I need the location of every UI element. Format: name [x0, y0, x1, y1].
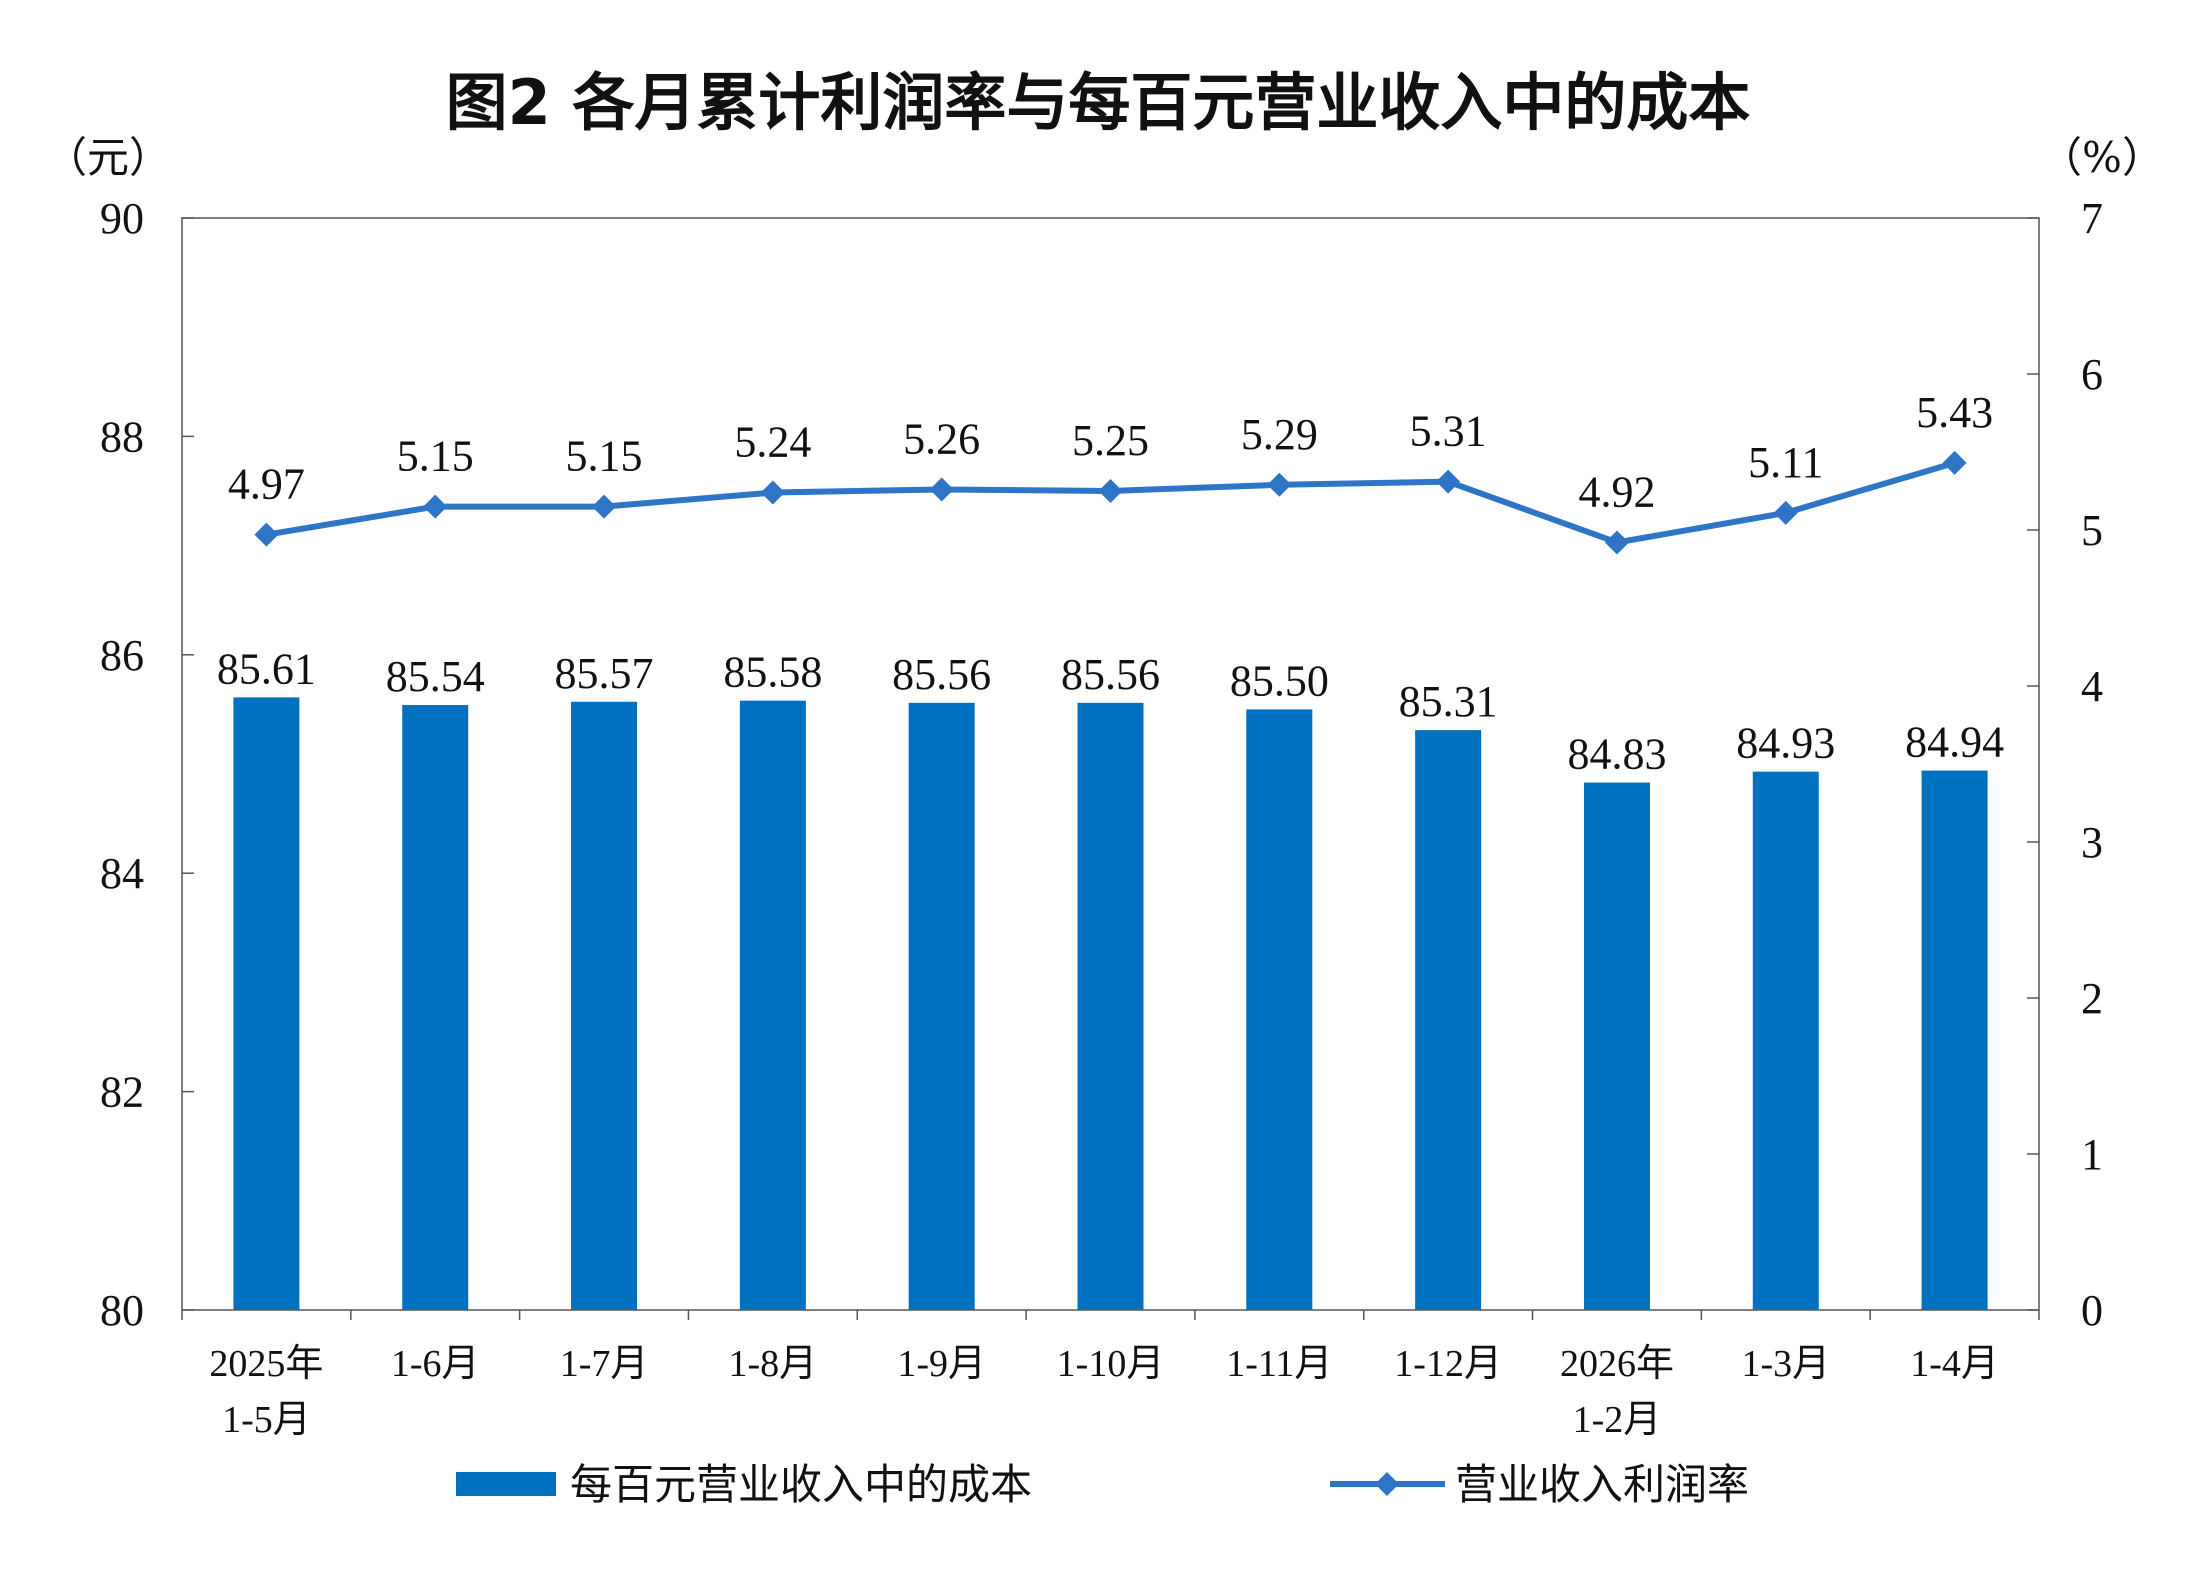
line-data-label: 5.15 — [397, 432, 474, 481]
right-axis-tick-label: 1 — [2081, 1130, 2103, 1179]
bar — [1246, 709, 1313, 1310]
legend: 每百元营业收入中的成本 营业收入利润率 — [456, 1460, 1749, 1509]
bar-data-label: 85.50 — [1230, 656, 1329, 705]
right-axis-tick-label: 6 — [2081, 350, 2103, 399]
bar — [1583, 782, 1650, 1310]
bar — [233, 697, 300, 1310]
x-axis-category-label: 1-2月 — [1573, 1399, 1662, 1441]
line-data-label: 5.43 — [1916, 388, 1993, 437]
left-axis-tick-label: 80 — [100, 1286, 144, 1335]
bar — [908, 702, 975, 1310]
right-axis-tick-label: 5 — [2081, 506, 2103, 555]
left-axis-tick-label: 84 — [100, 849, 144, 898]
bar-data-label: 84.93 — [1736, 719, 1835, 768]
line-data-label: 5.24 — [734, 418, 811, 467]
bar — [571, 701, 638, 1310]
line-point — [1267, 472, 1292, 497]
bar-data-label: 85.54 — [386, 652, 485, 701]
bar-data-label: 85.56 — [1061, 650, 1160, 699]
x-axis-category-label: 1-10月 — [1057, 1343, 1165, 1385]
right-axis-tick-label: 3 — [2081, 818, 2103, 867]
left-axis-tick-label: 88 — [100, 412, 144, 461]
legend-bar-label: 每百元营业收入中的成本 — [570, 1460, 1032, 1509]
x-axis-category-label: 1-11月 — [1226, 1343, 1332, 1385]
legend-line-label: 营业收入利润率 — [1455, 1460, 1749, 1509]
x-axis-category-label: 1-3月 — [1741, 1343, 1830, 1385]
line-point — [1098, 479, 1123, 503]
left-axis-unit: （元） — [45, 133, 171, 182]
left-axis-tick-label: 86 — [100, 631, 144, 680]
x-axis: 2025年 1-5月 1-6月 1-7月 1-8月 1-9月 1-10月 1-11月 1-12月… — [181, 1310, 2040, 1441]
left-axis-tick-label: 82 — [100, 1068, 144, 1117]
bar-data-label: 84.83 — [1567, 730, 1666, 779]
legend-bar-swatch — [456, 1472, 556, 1496]
bar — [1752, 771, 1819, 1310]
x-axis-category-label: 2026年 — [1560, 1343, 1674, 1385]
line-data-label: 5.25 — [1072, 416, 1149, 465]
x-axis-category-label: 1-9月 — [897, 1343, 986, 1385]
bar — [739, 700, 806, 1310]
line-data-label: 4.97 — [228, 460, 305, 509]
bar — [1415, 730, 1482, 1310]
right-axis-tick-label: 2 — [2081, 974, 2103, 1023]
bar-series — [233, 697, 1988, 1310]
right-axis-tick-label: 0 — [2081, 1286, 2103, 1335]
left-axis-tick-label: 90 — [100, 194, 144, 243]
line-labels: 4.97 5.15 5.15 5.24 5.26 5.25 5.29 5.31 4.92 5.11… — [228, 388, 1993, 517]
bar-data-label: 84.94 — [1905, 718, 2004, 767]
bar-data-label: 85.61 — [217, 644, 316, 693]
line-data-label: 5.26 — [903, 414, 980, 463]
right-axis-tick-label: 4 — [2081, 662, 2103, 711]
bar — [1077, 702, 1144, 1310]
x-axis-category-label: 1-4月 — [1910, 1343, 1999, 1385]
line-data-label: 5.29 — [1241, 410, 1318, 459]
bar-data-label: 85.57 — [555, 649, 654, 698]
right-axis-unit: （%） — [2040, 133, 2164, 182]
x-axis-category-label: 1-5月 — [222, 1399, 311, 1441]
chart-title: 图2 各月累计利润率与每百元营业收入中的成本 — [446, 66, 1751, 139]
line-data-label: 4.92 — [1578, 467, 1655, 516]
line-point — [1604, 530, 1629, 555]
line-series — [254, 450, 1967, 555]
x-axis-category-label: 1-12月 — [1394, 1343, 1502, 1385]
line-point — [760, 480, 785, 505]
line-point — [423, 494, 448, 519]
line-data-label: 5.31 — [1410, 407, 1487, 456]
bar-data-label: 85.31 — [1399, 677, 1498, 726]
x-axis-category-label: 1-6月 — [391, 1343, 480, 1385]
bar-labels: 85.61 85.54 85.57 85.58 85.56 85.56 85.50 85.31… — [217, 644, 2004, 778]
right-axis: 0 1 2 3 4 5 6 7 — [2027, 194, 2103, 1335]
line-point — [1773, 500, 1798, 525]
line-data-label: 5.11 — [1748, 438, 1823, 487]
x-axis-category-label: 1-8月 — [729, 1343, 818, 1385]
bar — [402, 705, 469, 1310]
line-point — [1436, 469, 1461, 494]
line-data-label: 5.15 — [566, 432, 643, 481]
x-axis-category-label: 2025年 — [209, 1343, 323, 1385]
line-point — [254, 522, 279, 547]
line-point — [929, 477, 954, 502]
bar-data-label: 85.58 — [723, 648, 822, 697]
left-axis: 80 82 84 86 88 90 — [100, 194, 194, 1335]
x-axis-category-label: 1-7月 — [560, 1343, 649, 1385]
legend-line-marker — [1375, 1472, 1399, 1496]
line-point — [592, 494, 617, 519]
right-axis-tick-label: 7 — [2081, 194, 2103, 243]
line-point — [1942, 450, 1967, 475]
bar-data-label: 85.56 — [892, 650, 991, 699]
bar — [1921, 770, 1988, 1310]
